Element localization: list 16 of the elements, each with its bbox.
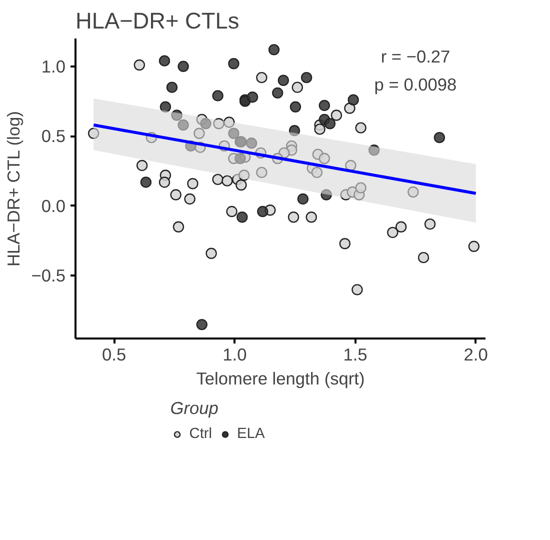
legend-title: Group [170, 398, 220, 419]
legend-label: Ctrl [189, 426, 212, 442]
x-axis-title: Telomere length (sqrt) [196, 368, 365, 388]
y-tick-label: 1.0 [41, 56, 66, 76]
x-tick-label: 2.0 [464, 344, 488, 364]
x-tick-label: 0.5 [102, 344, 126, 364]
annotation: r = −0.27 [380, 46, 450, 66]
y-tick-label: 0.0 [41, 196, 66, 216]
y-tick-label: 0.5 [41, 126, 66, 146]
y-axis-title: HLA−DR+ CTL (log) [3, 111, 24, 266]
x-tick-label: 1.0 [222, 344, 247, 364]
x-tick-label: 1.5 [343, 344, 368, 364]
chart-title: HLA−DR+ CTLs [76, 8, 240, 34]
y-tick-label: −0.5 [31, 266, 66, 286]
annotation: p = 0.0098 [374, 74, 457, 94]
legend-label: ELA [237, 426, 265, 442]
